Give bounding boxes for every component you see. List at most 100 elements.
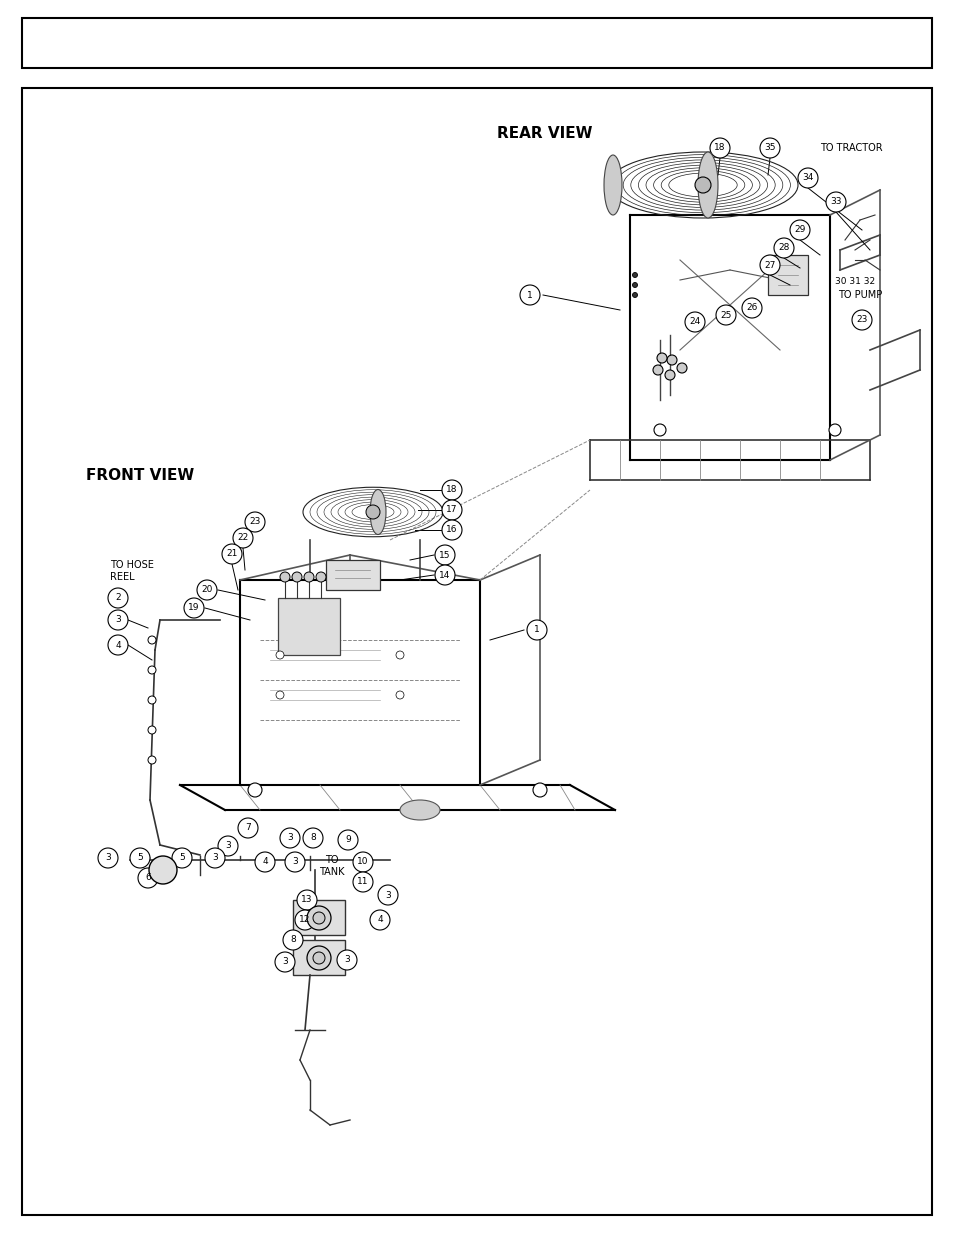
Circle shape	[303, 827, 323, 848]
Circle shape	[526, 620, 546, 640]
Circle shape	[519, 285, 539, 305]
Circle shape	[148, 636, 156, 643]
Circle shape	[716, 305, 735, 325]
Circle shape	[366, 505, 379, 519]
Circle shape	[435, 545, 455, 564]
Circle shape	[148, 666, 156, 674]
Circle shape	[825, 191, 845, 212]
Text: 2: 2	[115, 594, 121, 603]
Circle shape	[222, 543, 242, 564]
Text: 24: 24	[689, 317, 700, 326]
Bar	[293, 900, 345, 935]
Circle shape	[292, 572, 302, 582]
Text: 18: 18	[714, 143, 725, 152]
Circle shape	[148, 697, 156, 704]
Circle shape	[275, 651, 284, 659]
Bar	[22, 19, 931, 68]
Circle shape	[130, 848, 150, 868]
Text: TO TRACTOR: TO TRACTOR	[820, 143, 882, 153]
Circle shape	[353, 872, 373, 892]
Circle shape	[695, 177, 710, 193]
Circle shape	[196, 580, 216, 600]
Bar	[326, 559, 379, 590]
Text: 3: 3	[292, 857, 297, 867]
Circle shape	[664, 370, 675, 380]
Text: 3: 3	[105, 853, 111, 862]
Text: 4: 4	[376, 915, 382, 925]
Text: 10: 10	[356, 857, 369, 867]
Circle shape	[435, 564, 455, 585]
Text: TANK: TANK	[319, 867, 344, 877]
Bar	[293, 940, 345, 974]
Bar	[767, 254, 807, 295]
Text: 1: 1	[534, 625, 539, 635]
Text: 3: 3	[385, 890, 391, 899]
Text: 26: 26	[745, 304, 757, 312]
Circle shape	[797, 168, 817, 188]
Text: 19: 19	[188, 604, 199, 613]
Circle shape	[533, 783, 546, 797]
Circle shape	[274, 952, 294, 972]
Text: 23: 23	[249, 517, 260, 526]
Circle shape	[108, 635, 128, 655]
Circle shape	[148, 756, 156, 764]
Text: 6: 6	[145, 873, 151, 883]
Polygon shape	[829, 190, 879, 459]
Text: 4: 4	[262, 857, 268, 867]
Text: 35: 35	[763, 143, 775, 152]
Text: 12: 12	[299, 915, 311, 925]
Circle shape	[760, 138, 780, 158]
Text: 33: 33	[829, 198, 841, 206]
Text: 15: 15	[438, 551, 450, 559]
Circle shape	[307, 946, 331, 969]
Ellipse shape	[399, 800, 439, 820]
Circle shape	[304, 572, 314, 582]
Text: 5: 5	[137, 853, 143, 862]
Circle shape	[283, 930, 303, 950]
Text: 14: 14	[438, 571, 450, 579]
Text: 17: 17	[446, 505, 457, 515]
Circle shape	[677, 363, 686, 373]
Circle shape	[248, 783, 262, 797]
Circle shape	[245, 513, 265, 532]
Circle shape	[395, 651, 403, 659]
Circle shape	[760, 254, 780, 275]
Text: 3: 3	[287, 834, 293, 842]
Text: 25: 25	[720, 310, 731, 320]
Circle shape	[709, 138, 729, 158]
Circle shape	[395, 692, 403, 699]
Ellipse shape	[603, 156, 621, 215]
Bar	[277, 598, 339, 655]
Text: 3: 3	[282, 957, 288, 967]
Circle shape	[441, 520, 461, 540]
Circle shape	[632, 283, 637, 288]
Text: TO HOSE: TO HOSE	[110, 559, 153, 571]
Text: 27: 27	[763, 261, 775, 269]
Text: FRONT VIEW: FRONT VIEW	[86, 468, 193, 483]
Text: 9: 9	[345, 836, 351, 845]
Text: REEL: REEL	[110, 572, 134, 582]
Text: 34: 34	[801, 173, 813, 183]
Text: TO PUMP: TO PUMP	[837, 290, 882, 300]
Text: REAR VIEW: REAR VIEW	[497, 126, 592, 141]
Circle shape	[353, 852, 373, 872]
Circle shape	[828, 424, 841, 436]
Text: TO: TO	[325, 855, 338, 864]
Circle shape	[237, 818, 257, 839]
Circle shape	[666, 354, 677, 366]
Text: 23: 23	[856, 315, 867, 325]
Circle shape	[773, 238, 793, 258]
Circle shape	[285, 852, 305, 872]
Ellipse shape	[698, 152, 718, 219]
Circle shape	[441, 500, 461, 520]
Circle shape	[184, 598, 204, 618]
Circle shape	[851, 310, 871, 330]
Text: 8: 8	[290, 935, 295, 945]
Circle shape	[657, 353, 666, 363]
Circle shape	[205, 848, 225, 868]
Circle shape	[233, 529, 253, 548]
Circle shape	[218, 836, 237, 856]
Circle shape	[254, 852, 274, 872]
Text: 18: 18	[446, 485, 457, 494]
Circle shape	[108, 610, 128, 630]
